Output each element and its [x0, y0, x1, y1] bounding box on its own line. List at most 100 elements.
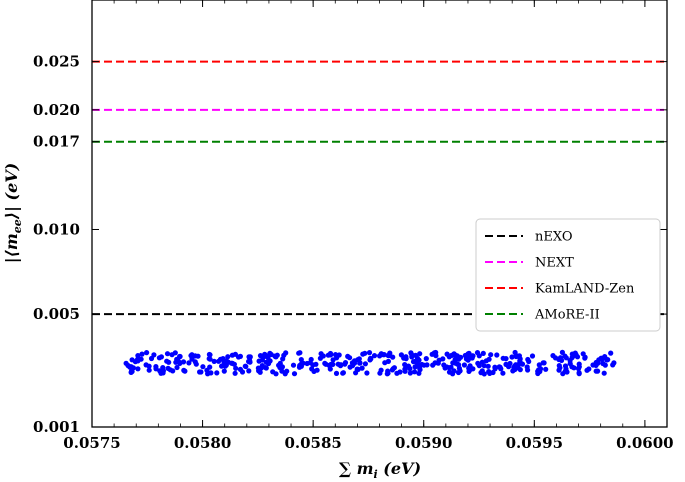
scatter-point — [414, 360, 420, 366]
scatter-point — [377, 370, 383, 376]
legend-label: NEXT — [535, 256, 574, 271]
scatter-point — [255, 365, 261, 371]
scatter-points — [123, 349, 617, 377]
scatter-point — [601, 370, 607, 376]
scatter-point — [593, 368, 599, 374]
scatter-point — [231, 361, 237, 367]
scatter-point — [291, 371, 298, 377]
scatter-point — [330, 357, 336, 363]
scatter-point — [424, 362, 430, 368]
scatter-point — [552, 355, 559, 361]
scatter-point — [239, 369, 246, 375]
scatter-point — [135, 358, 141, 364]
scatter-point — [160, 365, 166, 371]
scatter-point — [273, 354, 279, 360]
scatter-point — [381, 352, 387, 358]
scatter-point — [590, 362, 596, 368]
scatter-point — [257, 353, 264, 359]
legend-label: KamLAND-Zen — [535, 282, 635, 297]
scatter-point — [582, 354, 588, 360]
scatter-point — [197, 369, 203, 375]
scatter-point — [128, 364, 134, 370]
scatter-point — [598, 355, 604, 361]
scatter-point — [233, 365, 239, 371]
scatter-point — [262, 351, 268, 357]
scatter-point — [328, 352, 334, 358]
scatter-point — [164, 351, 171, 357]
scatter-point — [181, 367, 187, 373]
scatter-point — [200, 364, 206, 370]
y-axis-label: |⟨mee⟩| (eV) — [2, 163, 24, 264]
scatter-point — [610, 362, 616, 368]
scatter-point — [144, 350, 150, 356]
scatter-point — [604, 357, 610, 363]
scatter-point — [173, 359, 179, 365]
scatter-point — [456, 365, 462, 371]
scatter-point — [411, 369, 418, 375]
scatter-point — [435, 360, 441, 366]
scatter-point — [462, 352, 468, 359]
scatter-point — [562, 363, 569, 369]
scatter-point — [317, 355, 323, 361]
x-tick-label: 0.0575 — [63, 434, 120, 452]
scatter-point — [414, 355, 421, 361]
scatter-point — [503, 356, 509, 362]
legend-label: AMoRE-II — [534, 308, 600, 323]
scatter-point — [433, 353, 439, 359]
scatter-point — [129, 357, 135, 363]
scatter-point — [562, 368, 568, 374]
scatter-point — [135, 366, 141, 372]
scatter-point — [283, 350, 289, 356]
scatter-point — [263, 365, 269, 371]
scatter-point — [158, 370, 164, 376]
scatter-point — [223, 358, 230, 364]
x-tick-label: 0.0600 — [616, 434, 673, 452]
scatter-point — [407, 370, 413, 376]
y-tick-label: 0.010 — [33, 220, 80, 238]
scatter-point — [342, 361, 348, 367]
y-tick-label: 0.001 — [33, 418, 80, 436]
scatter-point — [333, 370, 340, 376]
scatter-point — [195, 353, 201, 359]
scatter-point — [362, 361, 368, 367]
scatter-point — [394, 370, 400, 376]
scatter-point — [526, 358, 532, 365]
x-tick-label: 0.0590 — [395, 434, 452, 452]
scatter-point — [351, 358, 358, 364]
x-tick-label: 0.0585 — [284, 434, 341, 452]
scatter-point — [540, 360, 546, 366]
scatter-point — [409, 354, 415, 360]
scatter-point — [576, 361, 582, 367]
y-tick-label: 0.020 — [33, 101, 80, 119]
scatter-point — [479, 359, 485, 365]
scatter-point — [290, 362, 297, 368]
scatter-point — [211, 358, 217, 364]
scatter-point — [366, 350, 373, 356]
scatter-point — [536, 367, 542, 373]
scatter-point — [229, 352, 235, 358]
scatter-point — [347, 364, 353, 370]
scatter-point — [156, 355, 162, 361]
scatter-point — [452, 356, 458, 363]
scatter-point — [246, 368, 252, 374]
legend-label: nEXO — [535, 230, 573, 245]
scatter-point — [524, 364, 530, 370]
scatter-point — [219, 363, 225, 369]
scatter-point — [322, 360, 328, 366]
scatter-point — [277, 365, 283, 371]
scatter-point — [402, 362, 408, 368]
scatter-point — [483, 358, 489, 364]
scatter-point — [494, 352, 500, 358]
scatter-point — [314, 367, 320, 373]
scatter-point — [180, 359, 187, 365]
scatter-point — [575, 366, 582, 372]
scatter-point — [368, 356, 374, 362]
scatter-point — [164, 358, 170, 364]
scatter-point — [207, 364, 213, 370]
scatter-point — [557, 355, 564, 361]
scatter-point — [186, 360, 192, 366]
scatter-point — [364, 370, 370, 376]
scatter-point — [128, 369, 134, 375]
scatter-point — [174, 364, 180, 371]
